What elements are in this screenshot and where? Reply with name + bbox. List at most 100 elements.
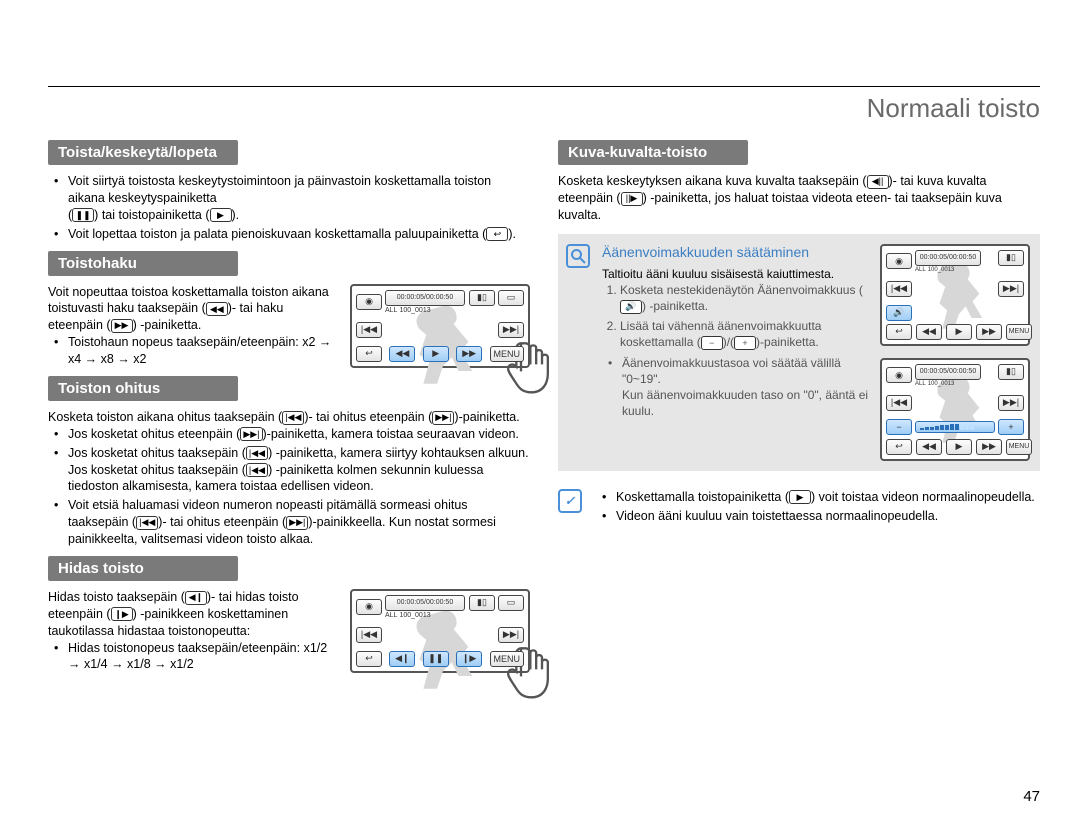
frame-forward-icon: ||▶ <box>621 192 643 206</box>
forward-icon: ▶▶ <box>111 319 133 333</box>
plus-icon: + <box>734 336 756 350</box>
info-title: Äänenvoimakkuuden säätäminen <box>602 244 870 260</box>
skip-forward-icon: ▶▶| <box>240 427 262 441</box>
vol-minus-button[interactable]: − <box>886 419 912 435</box>
battery-icon: ▮▯ <box>998 364 1024 380</box>
return-button[interactable]: ↩ <box>886 439 912 455</box>
battery-icon: ▮▯ <box>469 290 495 306</box>
text: Kosketa keskeytyksen aikana kuva kuvalta… <box>558 173 1040 224</box>
pause-button[interactable]: ❚❚ <box>423 651 449 667</box>
slow-forward-button[interactable]: ❙▶ <box>456 651 482 667</box>
left-column: Toista/keskeytä/lopeta Voit siirtyä tois… <box>48 134 530 675</box>
info-body: Taltioitu ääni kuuluu sisäisestä kaiutti… <box>602 266 870 420</box>
skip-back-button[interactable]: |◀◀ <box>356 627 382 643</box>
skip-back-button[interactable]: |◀◀ <box>356 322 382 338</box>
rewind-button[interactable]: ◀◀ <box>389 346 415 362</box>
timecode: 00:00:05/00:00:50 <box>915 250 981 266</box>
rewind-icon: ◀◀ <box>206 302 228 316</box>
lcd-screen: ◉00:00:05/00:00:50ALL 100_0013 ▮▯ |◀◀ ▶▶… <box>880 358 1030 461</box>
minus-icon: − <box>701 336 723 350</box>
skip-back-button[interactable]: |◀◀ <box>886 281 912 297</box>
lcd-screen: ◉00:00:05/00:00:50ALL 100_0013 ▮▯ |◀◀ ▶▶… <box>880 244 1030 346</box>
rewind-button[interactable]: ◀◀ <box>916 324 942 340</box>
menu-button[interactable]: MENU <box>490 346 525 362</box>
flow-row: Hidas toisto taaksepäin (◀❙)- tai hidas … <box>48 589 530 675</box>
return-button[interactable]: ↩ <box>356 651 382 667</box>
right-column: Kuva-kuvalta-toisto Kosketa keskeytyksen… <box>558 134 1040 675</box>
skip-forward-icon: ▶▶| <box>286 516 308 530</box>
flow-row: Voit nopeuttaa toistoa koskettamalla toi… <box>48 284 530 370</box>
text: Kosketa toiston aikana ohitus taaksepäin… <box>48 409 530 548</box>
note-row: ✓ Koskettamalla toistopainiketta (▶) voi… <box>558 489 1040 527</box>
skip-forward-button[interactable]: ▶▶| <box>998 395 1024 411</box>
slow-back-button[interactable]: ◀❙ <box>389 651 415 667</box>
page: Normaali toisto Toista/keskeytä/lopeta V… <box>0 0 1080 695</box>
step: Lisää tai vähennä äänenvoimakkuutta kosk… <box>620 318 870 350</box>
play-button[interactable]: ▶ <box>946 324 972 340</box>
forward-button[interactable]: ▶▶ <box>976 324 1002 340</box>
lcd-screen: ◉ 00:00:05/00:00:50 ALL 100_0013 ▮▯ ▭ <box>350 284 530 368</box>
lcd-screen: ◉ 00:00:05/00:00:50 ALL 100_0013 ▮▯ ▭ <box>350 589 530 673</box>
slow-back-icon: ◀❙ <box>185 591 207 605</box>
play-button[interactable]: ▶ <box>946 439 972 455</box>
skip-back-icon: |◀◀ <box>136 516 158 530</box>
forward-button[interactable]: ▶▶ <box>976 439 1002 455</box>
skip-forward-icon: ▶▶| <box>432 411 454 425</box>
return-icon: ↩ <box>486 227 508 241</box>
menu-button[interactable]: MENU <box>490 651 525 667</box>
list-item: Voit siirtyä toistosta keskeytystoiminto… <box>48 173 530 224</box>
top-rule <box>48 86 1040 87</box>
text: Voit nopeuttaa toistoa koskettamalla toi… <box>48 284 340 370</box>
disc-icon: ◉ <box>886 367 912 383</box>
menu-button[interactable]: MENU <box>1006 324 1032 340</box>
section-search: Toistohaku <box>48 251 238 276</box>
list-item: Toistohaun nopeus taaksepäin/eteenpäin: … <box>48 334 340 368</box>
timecode: 00:00:05/00:00:50 <box>915 364 981 380</box>
vol-plus-button[interactable]: + <box>998 419 1024 435</box>
list-item: Voit lopettaa toiston ja palata pienoisk… <box>48 226 530 243</box>
timecode: 00:00:05/00:00:50 <box>385 595 465 611</box>
page-number: 47 <box>1023 788 1040 805</box>
rewind-button[interactable]: ◀◀ <box>916 439 942 455</box>
pause-icon: ❚❚ <box>72 208 94 222</box>
note-icon: ✓ <box>558 489 582 513</box>
skip-back-button[interactable]: |◀◀ <box>886 395 912 411</box>
section-slow: Hidas toisto <box>48 556 238 581</box>
list-item: Koskettamalla toistopainiketta (▶) voit … <box>596 489 1040 506</box>
return-button[interactable]: ↩ <box>356 346 382 362</box>
skip-forward-button[interactable]: ▶▶| <box>498 627 524 643</box>
timecode: 00:00:05/00:00:50 <box>385 290 465 306</box>
page-title: Normaali toisto <box>48 93 1040 124</box>
return-button[interactable]: ↩ <box>886 324 912 340</box>
slow-forward-icon: ❙▶ <box>111 607 133 621</box>
battery-icon: ▮▯ <box>998 250 1024 266</box>
menu-button[interactable]: MENU <box>1006 439 1032 455</box>
skip-forward-button[interactable]: ▶▶| <box>498 322 524 338</box>
list-item: Jos kosketat ohitus taaksepäin (|◀◀) -pa… <box>48 445 530 496</box>
skip-back-icon: |◀◀ <box>246 463 268 477</box>
list-item: Hidas toistonopeus taaksepäin/eteenpäin:… <box>48 640 340 674</box>
play-button[interactable]: ▶ <box>423 346 449 362</box>
volume-bar <box>915 421 995 433</box>
forward-button[interactable]: ▶▶ <box>456 346 482 362</box>
touch-hand-icon <box>486 334 556 404</box>
section-skip: Toiston ohitus <box>48 376 238 401</box>
volume-button[interactable]: 🔊 <box>886 305 912 321</box>
list-item: Äänenvoimakkuustasoa voi säätää välillä … <box>602 355 870 420</box>
step: Kosketa nestekidenäytön Äänenvoimakkuus … <box>620 282 870 314</box>
card-icon: ▭ <box>498 290 524 306</box>
screens-column: ◉00:00:05/00:00:50ALL 100_0013 ▮▯ |◀◀ ▶▶… <box>880 244 1030 461</box>
list: Voit siirtyä toistosta keskeytystoiminto… <box>48 173 530 243</box>
info-box: Äänenvoimakkuuden säätäminen Taltioitu ä… <box>558 234 1040 471</box>
play-icon: ▶ <box>210 208 232 222</box>
screen-wrap: ◉ 00:00:05/00:00:50 ALL 100_0013 ▮▯ ▭ <box>350 284 530 368</box>
play-icon: ▶ <box>789 490 811 504</box>
skip-back-icon: |◀◀ <box>246 446 268 460</box>
section-frame-by-frame: Kuva-kuvalta-toisto <box>558 140 748 165</box>
skip-forward-button[interactable]: ▶▶| <box>998 281 1024 297</box>
card-icon: ▭ <box>498 595 524 611</box>
list-item: Jos kosketat ohitus eteenpäin (▶▶|)-pain… <box>48 426 530 443</box>
columns: Toista/keskeytä/lopeta Voit siirtyä tois… <box>48 134 1040 675</box>
speaker-icon: 🔊 <box>620 300 642 314</box>
screen-wrap: ◉ 00:00:05/00:00:50 ALL 100_0013 ▮▯ ▭ <box>350 589 530 673</box>
